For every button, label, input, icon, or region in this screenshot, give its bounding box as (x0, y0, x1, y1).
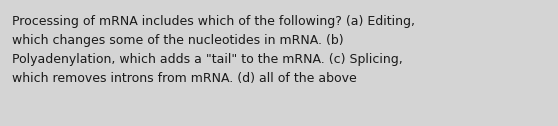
Text: Processing of mRNA includes which of the following? (a) Editing,
which changes s: Processing of mRNA includes which of the… (12, 15, 415, 85)
